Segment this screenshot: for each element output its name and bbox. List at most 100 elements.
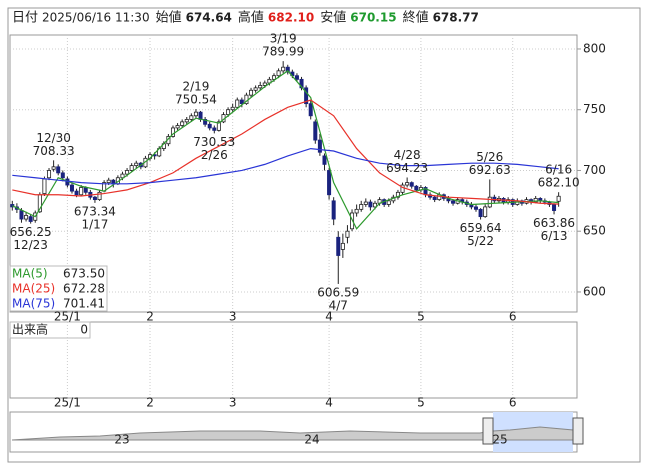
- x-tick-label: 3: [229, 310, 237, 324]
- x-tick-label: 5: [417, 310, 425, 324]
- candle-body: [478, 208, 483, 218]
- legend-value: 672.28: [63, 282, 105, 296]
- x-tick-label: 2: [146, 396, 154, 410]
- navigator-label: 24: [304, 433, 319, 447]
- annotation-value: 659.64: [460, 221, 502, 235]
- header-label: 日付: [12, 11, 38, 26]
- candle-body: [345, 230, 350, 238]
- header-value: 670.15: [350, 11, 396, 25]
- annotation-value: 708.33: [33, 144, 75, 158]
- candle-body: [331, 200, 336, 220]
- annotation-value: 656.25: [10, 225, 52, 239]
- x-tick-label: 6: [509, 310, 517, 324]
- candle-body: [432, 196, 437, 201]
- candle-body: [51, 166, 56, 170]
- annotation-date: 5/22: [467, 234, 494, 248]
- annotation-value: 692.63: [469, 163, 511, 177]
- candle-body: [120, 173, 125, 179]
- header-label: 高値: [238, 10, 264, 26]
- candle-body: [134, 162, 139, 167]
- candle-body: [83, 187, 88, 193]
- annotation-value: 673.34: [74, 204, 116, 218]
- x-tick-label: 6: [509, 396, 517, 410]
- candle-body: [193, 111, 198, 117]
- candle-body: [129, 165, 134, 171]
- annotation-date: 3/19: [270, 32, 297, 46]
- candle-body: [308, 103, 313, 117]
- candle-body: [180, 121, 185, 126]
- candle-body: [258, 85, 263, 89]
- volume-label: 出来高: [12, 322, 48, 337]
- candle-body: [533, 198, 538, 203]
- annotation-value: 663.86: [533, 216, 575, 230]
- annotation-value: 682.10: [538, 176, 580, 190]
- navigator-label: 25: [492, 433, 507, 447]
- annotation-date: 4/28: [394, 148, 421, 162]
- annotation-date: 6/16: [545, 163, 572, 177]
- candle-body: [281, 66, 286, 72]
- legend-name: MA(25): [12, 282, 55, 296]
- annotation-date: 4/7: [329, 298, 348, 312]
- x-tick-label: 25/1: [54, 396, 81, 410]
- candle-body: [276, 70, 281, 77]
- header-label: 始値: [156, 10, 182, 26]
- candle-body: [19, 210, 24, 220]
- annotation-date: 12/30: [36, 131, 71, 145]
- volume-box: [9, 321, 91, 339]
- candle-body: [340, 242, 345, 250]
- legend-name: MA(75): [12, 297, 55, 311]
- candle-body: [253, 87, 258, 91]
- header-value: 682.10: [268, 11, 314, 25]
- candle-body: [235, 99, 240, 108]
- volume-frame: [9, 321, 578, 399]
- candle-body: [487, 196, 492, 208]
- navigator-area: [11, 426, 574, 441]
- y-tick-label: 600: [583, 284, 606, 298]
- x-tick-label: 5: [417, 396, 425, 410]
- x-tick-label: 3: [229, 396, 237, 410]
- ma-line: [12, 147, 559, 185]
- candle-body: [405, 182, 410, 186]
- annotation-date: 2/19: [182, 80, 209, 94]
- annotation-date: 12/23: [13, 238, 48, 252]
- y-tick-label: 650: [583, 224, 606, 238]
- ma-line: [12, 70, 559, 230]
- candle-body: [556, 195, 561, 202]
- candle-body: [400, 184, 405, 193]
- annotation-value: 730.53: [193, 135, 235, 149]
- legend-value: 673.50: [63, 267, 105, 281]
- annotation-date: 1/17: [81, 217, 108, 231]
- candle-body: [294, 75, 299, 80]
- candle-body: [230, 106, 235, 111]
- header-value: 678.77: [433, 11, 479, 25]
- candle-body: [125, 170, 130, 175]
- navigator-handle[interactable]: [572, 417, 584, 445]
- navigator-handle[interactable]: [482, 417, 494, 445]
- candle-body: [304, 87, 309, 105]
- candle-body: [368, 201, 373, 208]
- x-tick-label: 4: [325, 310, 333, 324]
- x-tick-label: 25/1: [54, 310, 81, 324]
- candle-body: [42, 178, 47, 194]
- candle-body: [414, 185, 419, 191]
- candle-body: [285, 66, 290, 73]
- x-tick-label: 2: [146, 310, 154, 324]
- header-value: 2025/06/16 11:30: [42, 11, 150, 25]
- header-value: 674.64: [186, 11, 232, 25]
- candle-body: [299, 78, 304, 89]
- ma-line: [12, 99, 559, 205]
- candle-body: [313, 121, 318, 141]
- candle-body: [69, 184, 74, 192]
- candle-body: [24, 215, 29, 220]
- candle-body: [60, 172, 65, 179]
- header: 日付 2025/06/16 11:30 始値 674.64 高値 682.10 安値 670.…: [12, 10, 479, 26]
- candle-body: [372, 202, 377, 208]
- volume-value: 0: [80, 323, 88, 337]
- candle-body: [354, 208, 359, 214]
- annotation-date: 2/26: [201, 148, 228, 162]
- candle-body: [92, 196, 97, 201]
- frame: [7, 7, 641, 463]
- candle-body: [327, 170, 332, 196]
- candle-body: [212, 127, 217, 131]
- candle-body: [262, 82, 267, 86]
